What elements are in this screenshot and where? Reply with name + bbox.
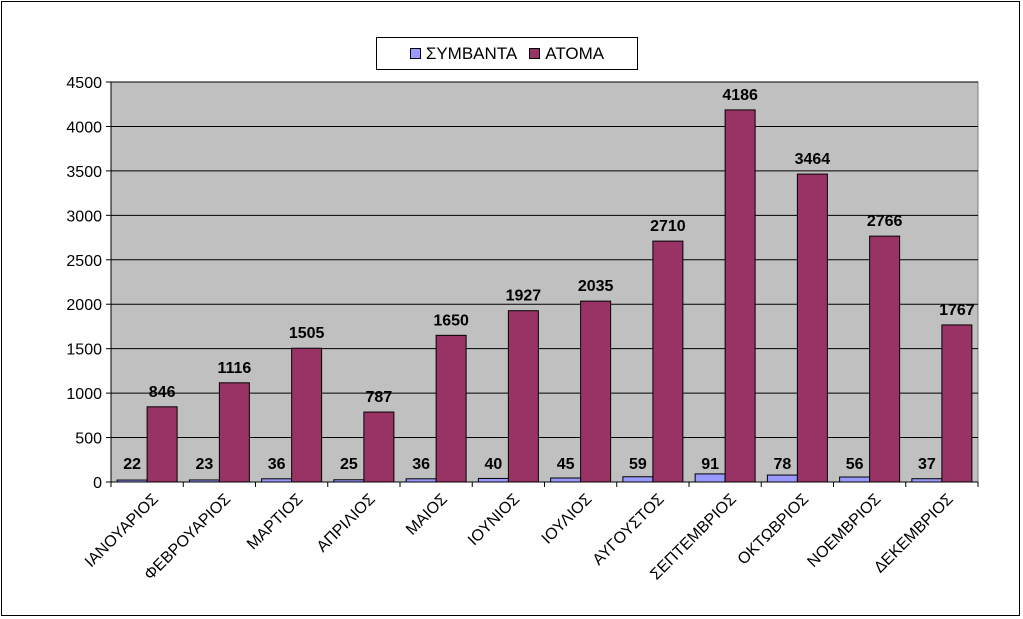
legend-swatch-atoma [529,48,541,59]
y-tick-label: 0 [93,475,102,492]
plot-area [110,81,979,483]
data-label-symvanta: 91 [701,456,719,473]
y-tick-label: 3500 [66,164,102,181]
data-label-atoma: 1927 [506,288,542,305]
bar-symvanta [405,478,437,483]
bar-atoma [580,300,612,483]
data-label-atoma: 2710 [650,218,686,235]
data-label-atoma: 2035 [578,278,614,295]
bar-symvanta [261,478,293,483]
bar-atoma [507,310,539,483]
data-label-atoma: 1767 [939,302,975,319]
y-tick-label: 2500 [66,253,102,270]
y-tick-label: 1000 [66,386,102,403]
x-tick-label: ΙΑΝΟΥΑΡΙΟΣ [82,491,162,571]
y-tick-label: 4000 [66,119,102,136]
bar-symvanta [116,479,148,483]
bar-atoma [724,109,756,483]
data-label-symvanta: 78 [773,456,791,473]
legend-swatch-symvanta [409,48,421,59]
data-label-atoma: 4186 [722,87,758,104]
data-label-symvanta: 56 [846,456,864,473]
data-label-symvanta: 25 [340,456,358,473]
data-label-atoma: 1650 [433,312,469,329]
x-tick-label: ΜΑΙΟΣ [403,491,451,539]
bar-symvanta [622,476,654,483]
legend-entry-symvanta: ΣΥΜΒΑΝΤΑ [409,43,518,64]
data-label-atoma: 787 [366,389,393,406]
data-label-symvanta: 59 [629,456,647,473]
x-tick-label: ΙΟΥΝΙΟΣ [465,491,523,549]
x-tick-label: ΑΥΓΟΥΣΤΟΣ [590,491,668,569]
y-tick-label: 500 [75,431,102,448]
data-label-symvanta: 37 [918,456,936,473]
data-label-symvanta: 40 [484,456,502,473]
bar-atoma [291,347,323,483]
legend-label-symvanta: ΣΥΜΒΑΝΤΑ [425,43,518,63]
y-tick-label: 2000 [66,297,102,314]
x-tick-label: ΑΠΡΙΛΙΟΣ [314,491,379,556]
x-tick-label: ΝΟΕΜΒΡΙΟΣ [804,491,884,571]
bar-symvanta [694,473,726,483]
x-tick-label: ΟΚΤΩΒΡΙΟΣ [735,491,813,569]
data-label-atoma: 1116 [217,360,251,377]
data-label-symvanta: 23 [195,456,213,473]
bar-atoma [218,382,250,483]
data-label-symvanta: 22 [123,456,141,473]
x-tick-label: ΙΟΥΛΙΟΣ [539,491,596,548]
bar-symvanta [911,478,943,483]
bar-atoma [869,235,901,483]
data-label-atoma: 846 [149,384,176,401]
bar-symvanta [188,479,220,483]
data-label-symvanta: 45 [557,456,575,473]
data-label-symvanta: 36 [412,456,430,473]
bar-symvanta [333,479,365,483]
legend-entry-atoma: ΑΤΟΜΑ [529,44,604,64]
bar-symvanta [477,477,509,483]
bar-atoma [146,406,178,483]
legend-label-atoma: ΑΤΟΜΑ [545,43,605,63]
bar-symvanta [766,474,798,483]
bar-atoma [435,334,467,483]
bar-symvanta [550,477,582,483]
bar-atoma [941,324,973,483]
y-tick-label: 4500 [66,75,102,92]
x-tick-label: ΔΕΚΕΜΒΡΙΟΣ [871,491,957,577]
bar-atoma [363,411,395,483]
y-tick-label: 1500 [66,342,102,359]
bar-symvanta [839,476,871,483]
data-label-atoma: 2766 [867,213,903,230]
legend: ΣΥΜΒΑΝΤΑ ΑΤΟΜΑ [376,37,638,70]
bar-atoma [796,173,828,483]
data-label-symvanta: 36 [268,456,286,473]
bar-atoma [652,240,684,483]
x-tick-label: ΜΑΡΤΙΟΣ [244,491,306,553]
data-label-atoma: 3464 [795,151,831,168]
data-label-atoma: 1505 [289,325,325,342]
y-tick-label: 3000 [66,208,102,225]
